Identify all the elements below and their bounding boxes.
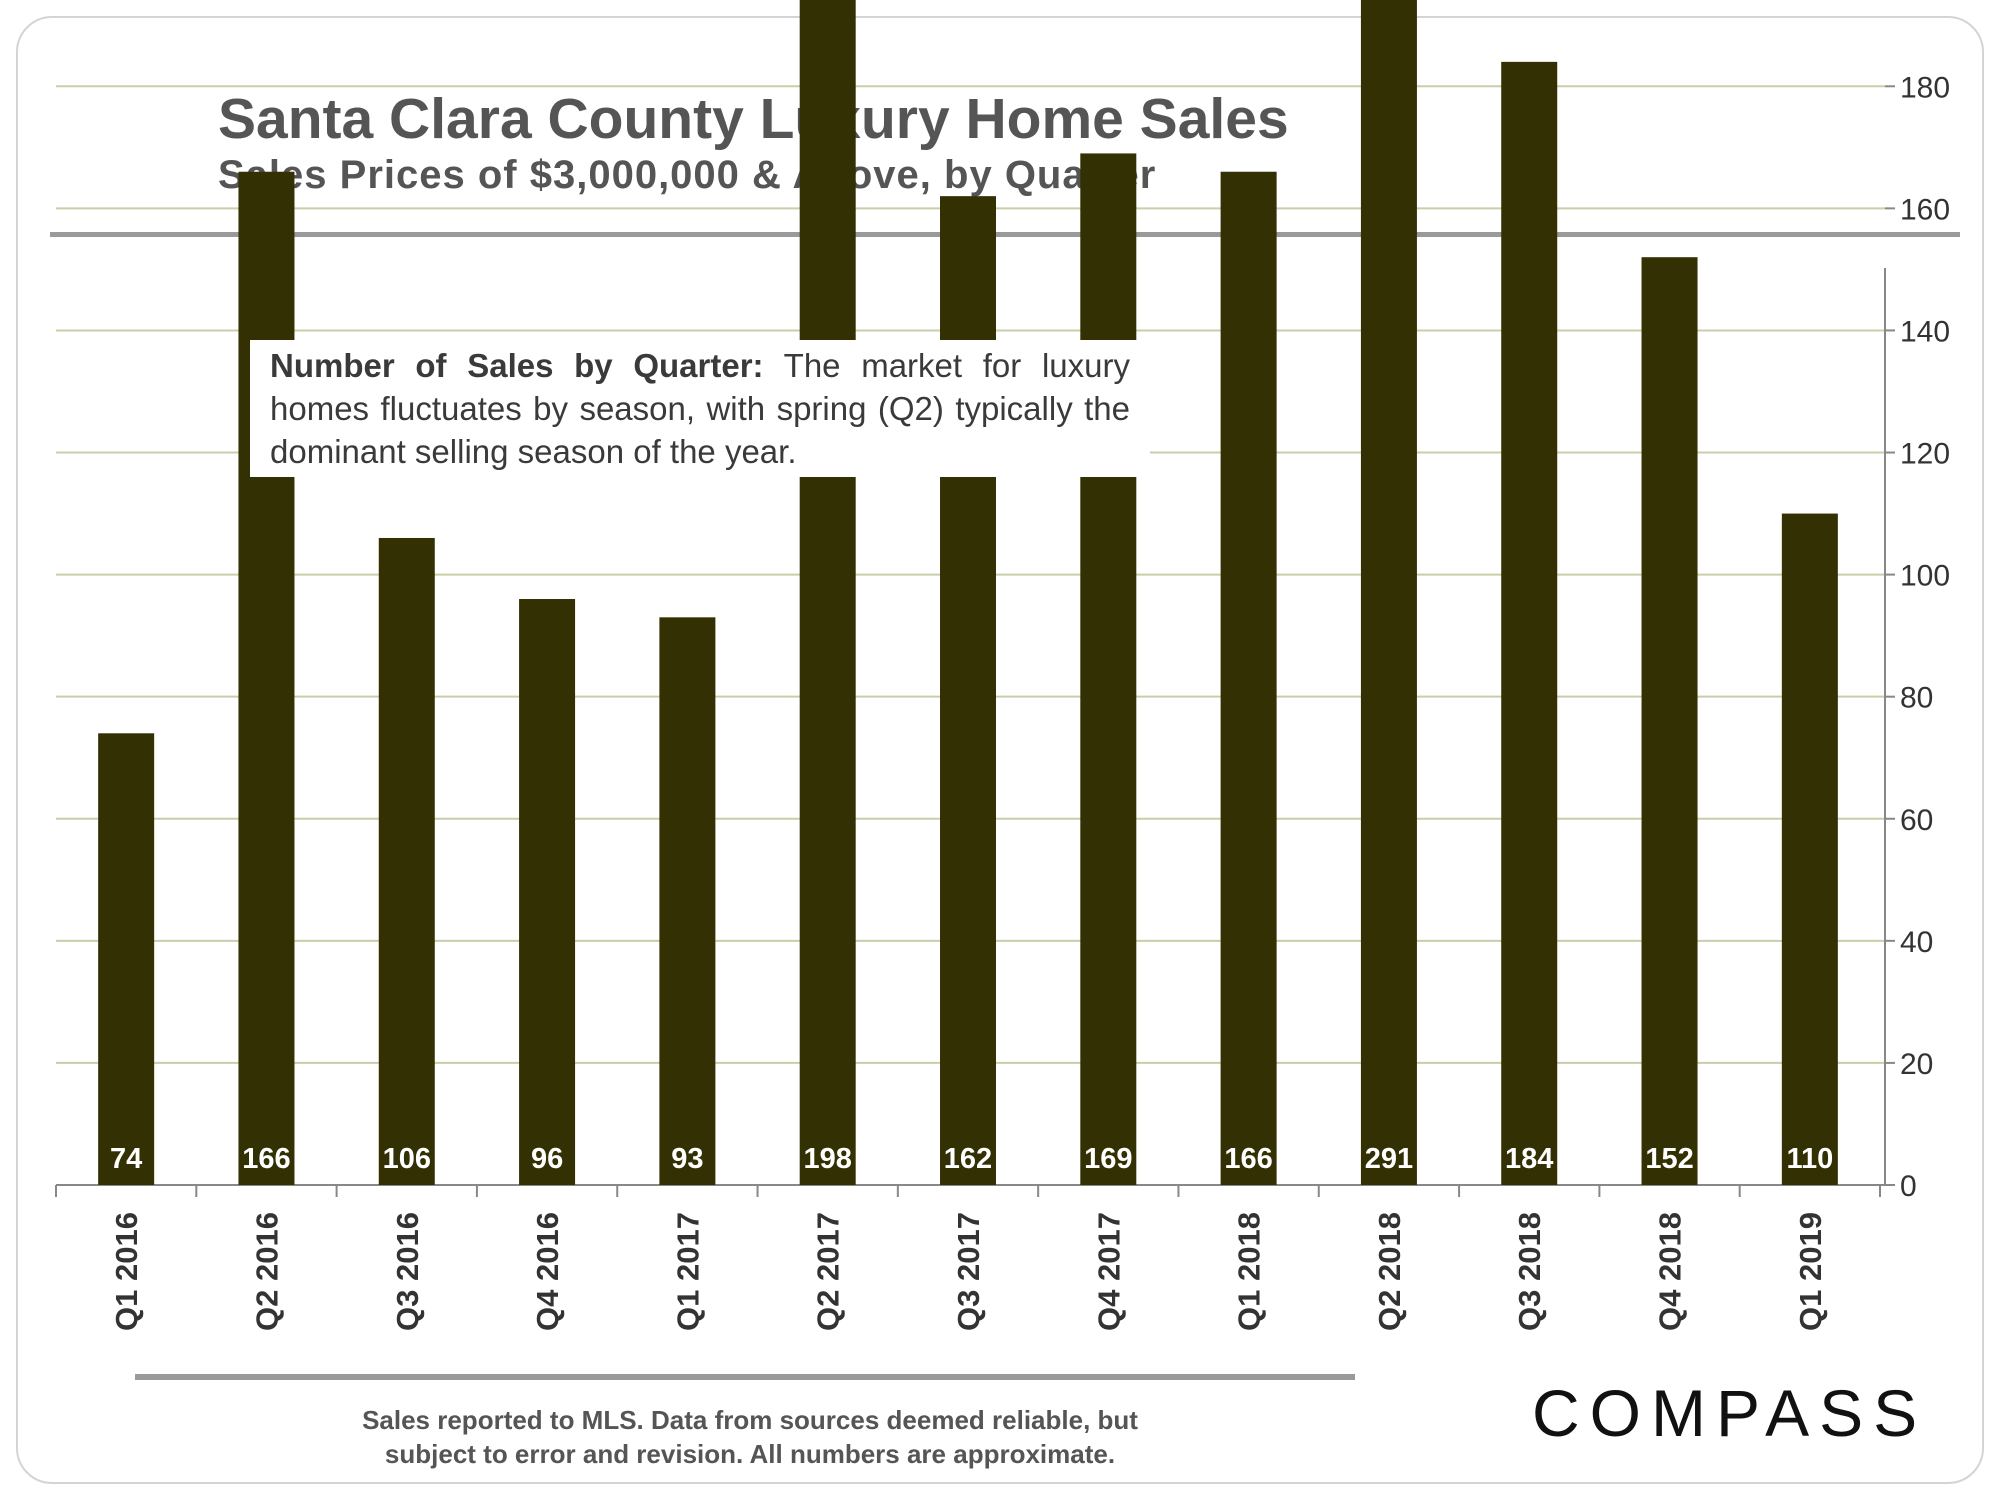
y-tick-label: 40 bbox=[1900, 926, 1933, 959]
data-label: 198 bbox=[803, 1143, 851, 1175]
footnote-line-2: subject to error and revision. All numbe… bbox=[384, 1439, 1116, 1469]
bar bbox=[1641, 257, 1698, 1185]
header-divider bbox=[50, 232, 1960, 237]
data-label: 169 bbox=[1084, 1143, 1132, 1175]
bar bbox=[1360, 0, 1417, 1185]
bar bbox=[519, 599, 576, 1185]
x-tick-label: Q2 2016 bbox=[249, 1212, 284, 1331]
y-tick-label: 80 bbox=[1900, 682, 1933, 715]
bar bbox=[378, 537, 435, 1185]
data-label: 74 bbox=[110, 1143, 142, 1175]
y-tick-label: 160 bbox=[1900, 193, 1950, 226]
data-label: 166 bbox=[1224, 1143, 1272, 1175]
bar bbox=[799, 0, 856, 1186]
data-label: 106 bbox=[383, 1143, 431, 1175]
y-tick-label: 120 bbox=[1900, 438, 1950, 471]
annotation-box: Number of Sales by Quarter: The market f… bbox=[250, 340, 1150, 477]
y-tick-label: 60 bbox=[1900, 804, 1933, 837]
footer-divider bbox=[135, 1374, 1355, 1380]
annotation-lead: Number of Sales by Quarter: bbox=[270, 347, 764, 384]
chart-title: Santa Clara County Luxury Home Sales bbox=[218, 87, 1289, 151]
x-tick-label: Q3 2017 bbox=[951, 1212, 986, 1331]
y-tick-label: 100 bbox=[1900, 560, 1950, 593]
data-label: 291 bbox=[1365, 1143, 1413, 1175]
x-tick-label: Q1 2016 bbox=[109, 1212, 144, 1331]
bar bbox=[1781, 513, 1838, 1185]
x-tick-label: Q3 2018 bbox=[1512, 1212, 1547, 1331]
data-label: 93 bbox=[671, 1143, 703, 1175]
x-tick-label: Q4 2018 bbox=[1653, 1212, 1688, 1331]
x-tick-label: Q1 2019 bbox=[1793, 1212, 1828, 1331]
bar bbox=[1220, 171, 1277, 1186]
data-label: 96 bbox=[531, 1143, 563, 1175]
bar bbox=[659, 617, 716, 1185]
x-tick-label: Q2 2018 bbox=[1372, 1212, 1407, 1331]
compass-logo: COMPASS bbox=[1532, 1376, 1928, 1450]
x-tick-label: Q4 2016 bbox=[530, 1212, 565, 1331]
x-tick-label: Q4 2017 bbox=[1091, 1212, 1126, 1331]
footnote: Sales reported to MLS. Data from sources… bbox=[310, 1403, 1190, 1471]
bar bbox=[1080, 153, 1137, 1186]
y-tick-label: 180 bbox=[1900, 71, 1950, 104]
x-tick-label: Q1 2018 bbox=[1232, 1212, 1267, 1331]
data-label: 162 bbox=[944, 1143, 992, 1175]
footnote-line-1: Sales reported to MLS. Data from sources… bbox=[362, 1405, 1138, 1435]
data-label: 166 bbox=[242, 1143, 290, 1175]
x-tick-label: Q1 2017 bbox=[670, 1212, 705, 1331]
bar bbox=[98, 733, 155, 1185]
bar bbox=[238, 171, 295, 1186]
data-label: 152 bbox=[1645, 1143, 1693, 1175]
chart-subtitle: Sales Prices of $3,000,000 & Above, by Q… bbox=[218, 153, 1157, 197]
x-tick-label: Q2 2017 bbox=[811, 1212, 846, 1331]
y-tick-label: 140 bbox=[1900, 315, 1950, 348]
y-tick-label: 0 bbox=[1900, 1170, 1917, 1203]
x-tick-label: Q3 2016 bbox=[390, 1212, 425, 1331]
y-tick-label: 20 bbox=[1900, 1048, 1933, 1081]
data-label: 110 bbox=[1786, 1143, 1833, 1175]
data-label: 184 bbox=[1505, 1143, 1553, 1175]
bar bbox=[1501, 61, 1558, 1185]
annotation-text: The market for luxury homes fluctuates b… bbox=[270, 347, 1130, 470]
